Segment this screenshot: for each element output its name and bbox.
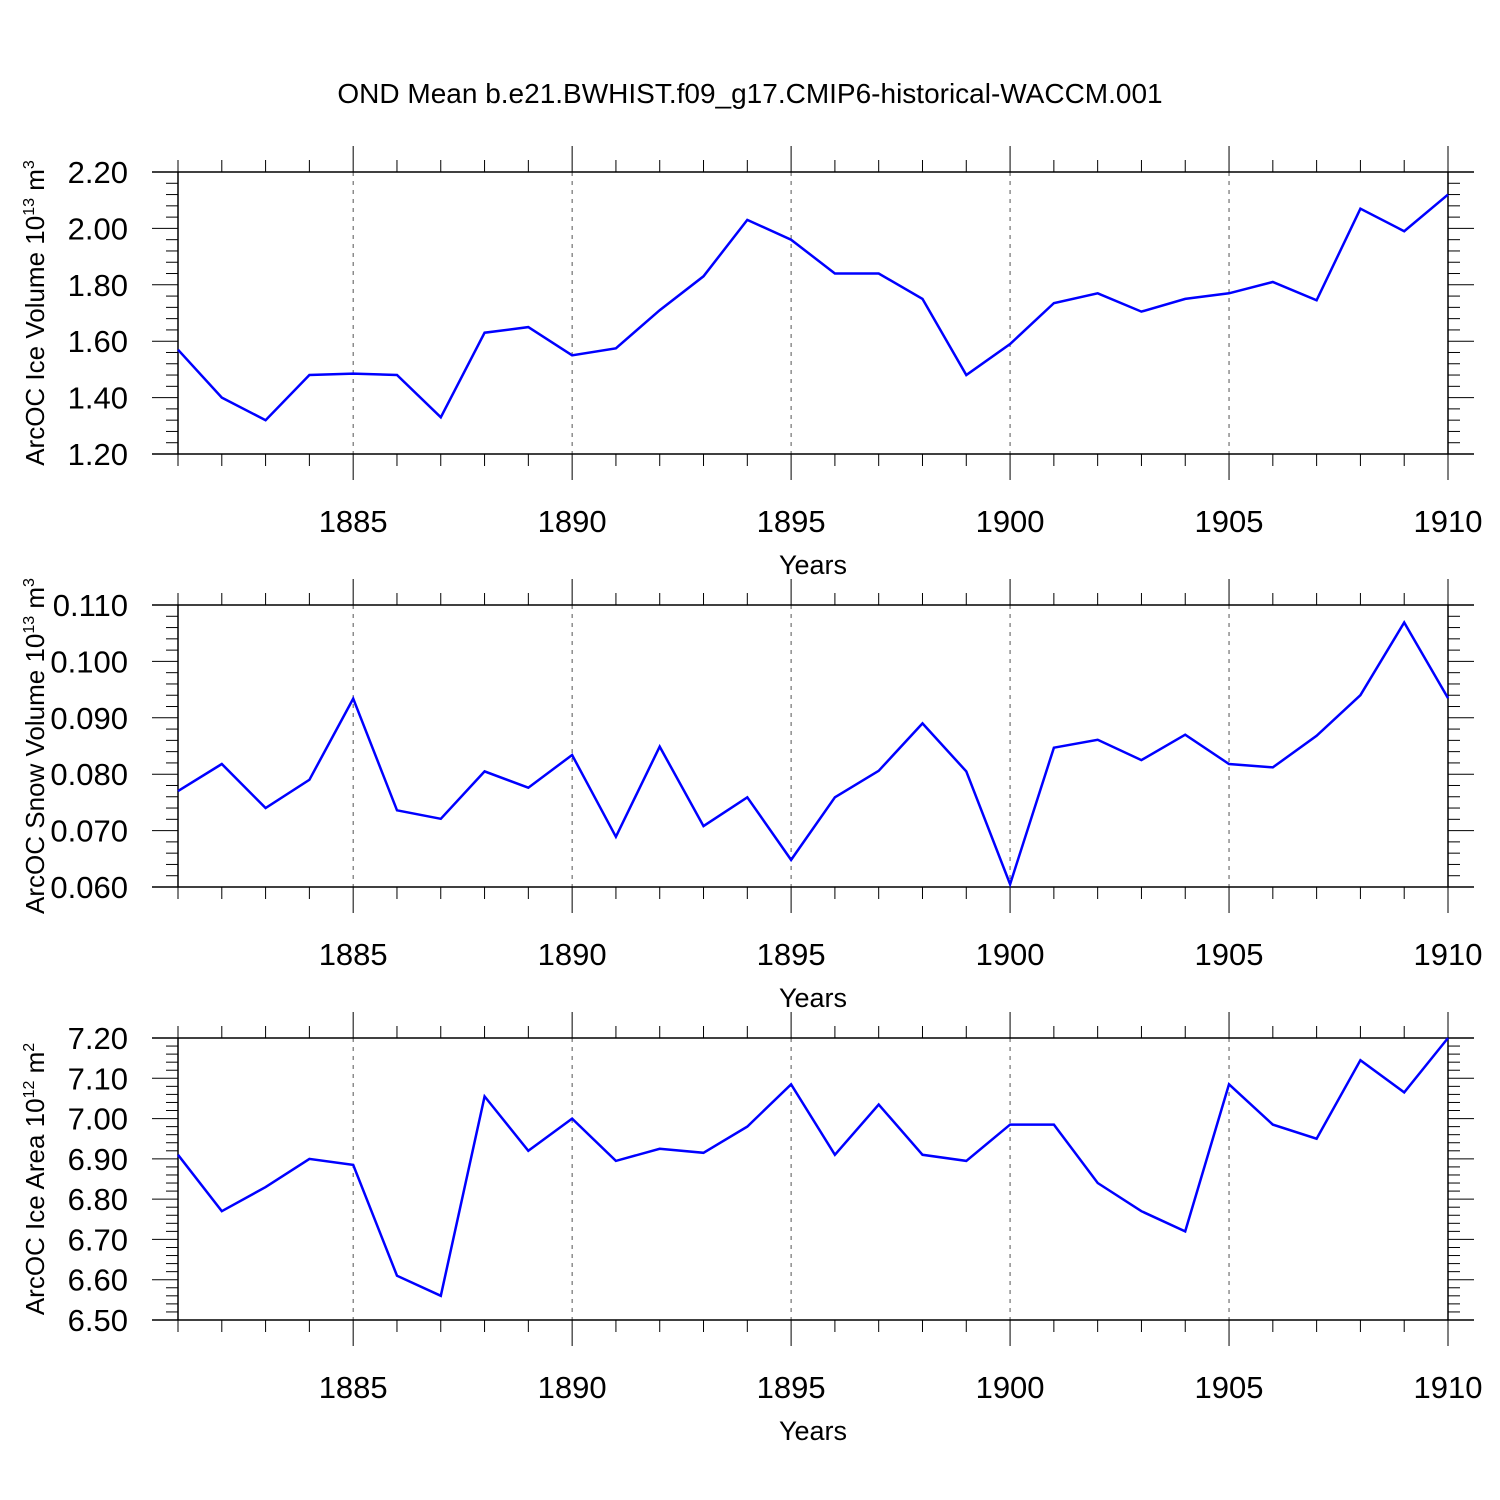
x-tick-label: 1900 [976, 504, 1045, 539]
y-tick-label: 6.60 [68, 1263, 128, 1298]
x-tick-label: 1905 [1195, 1370, 1264, 1405]
y-tick-label: 0.090 [50, 701, 128, 736]
y-tick-label: 6.90 [68, 1142, 128, 1177]
x-axis-label: Years [779, 983, 847, 1013]
chart-title: OND Mean b.e21.BWHIST.f09_g17.CMIP6-hist… [337, 78, 1163, 109]
y-tick-label: 1.60 [68, 324, 128, 359]
x-tick-label: 1895 [757, 1370, 826, 1405]
x-tick-label: 1900 [976, 1370, 1045, 1405]
panel-1: 1.20 1.40 1.60 1.80 2.00 2.20 1885 1890 1895 1900… [20, 146, 1482, 580]
y-tick-label: 0.080 [50, 757, 128, 792]
y-tick-label: 1.80 [68, 268, 128, 303]
x-tick-label: 1895 [757, 504, 826, 539]
x-tick-label: 1910 [1414, 504, 1483, 539]
x-tick-label: 1885 [319, 504, 388, 539]
y-tick-label: 0.060 [50, 870, 128, 905]
x-tick-label: 1910 [1414, 1370, 1483, 1405]
panel-3: 6.50 6.60 6.70 6.80 6.90 7.00 7.10 7.20 1885 1890… [20, 1012, 1482, 1446]
y-tick-label: 0.100 [50, 644, 128, 679]
y-tick-label: 0.110 [53, 588, 128, 623]
x-axis-label: Years [779, 550, 847, 580]
panel-2: 0.060 0.070 0.080 0.090 0.100 0.110 1885 1890 18… [20, 578, 1482, 1013]
x-tick-label: 1890 [538, 504, 607, 539]
y-tick-label: 6.70 [68, 1222, 128, 1257]
y-tick-label: 1.20 [68, 437, 128, 472]
x-tick-label: 1905 [1195, 937, 1264, 972]
x-tick-label: 1895 [757, 937, 826, 972]
y-axis-label: ArcOC Ice Volume 1013 m3 [20, 160, 50, 466]
series-line [177, 193, 1449, 422]
x-tick-label: 1910 [1414, 937, 1483, 972]
y-axis-label: ArcOC Ice Area 1012 m2 [20, 1043, 50, 1315]
y-tick-label: 2.20 [68, 155, 128, 190]
series-line [177, 1037, 1449, 1298]
y-tick-label: 1.40 [68, 381, 128, 416]
x-tick-label: 1900 [976, 937, 1045, 972]
x-axis-label: Years [779, 1416, 847, 1446]
y-tick-label: 7.20 [68, 1021, 128, 1056]
series-line [177, 620, 1450, 888]
x-tick-label: 1905 [1195, 504, 1264, 539]
y-tick-label: 6.80 [68, 1182, 128, 1217]
x-tick-label: 1890 [538, 937, 607, 972]
y-tick-label: 0.070 [50, 814, 128, 849]
y-tick-label: 7.00 [68, 1102, 128, 1137]
y-tick-label: 2.00 [68, 211, 128, 246]
y-axis-label: ArcOC Snow Volume 1013 m3 [20, 578, 50, 914]
y-tick-label: 6.50 [68, 1303, 128, 1338]
x-tick-label: 1885 [319, 937, 388, 972]
x-tick-label: 1885 [319, 1370, 388, 1405]
x-tick-label: 1890 [538, 1370, 607, 1405]
y-tick-label: 7.10 [68, 1061, 128, 1096]
